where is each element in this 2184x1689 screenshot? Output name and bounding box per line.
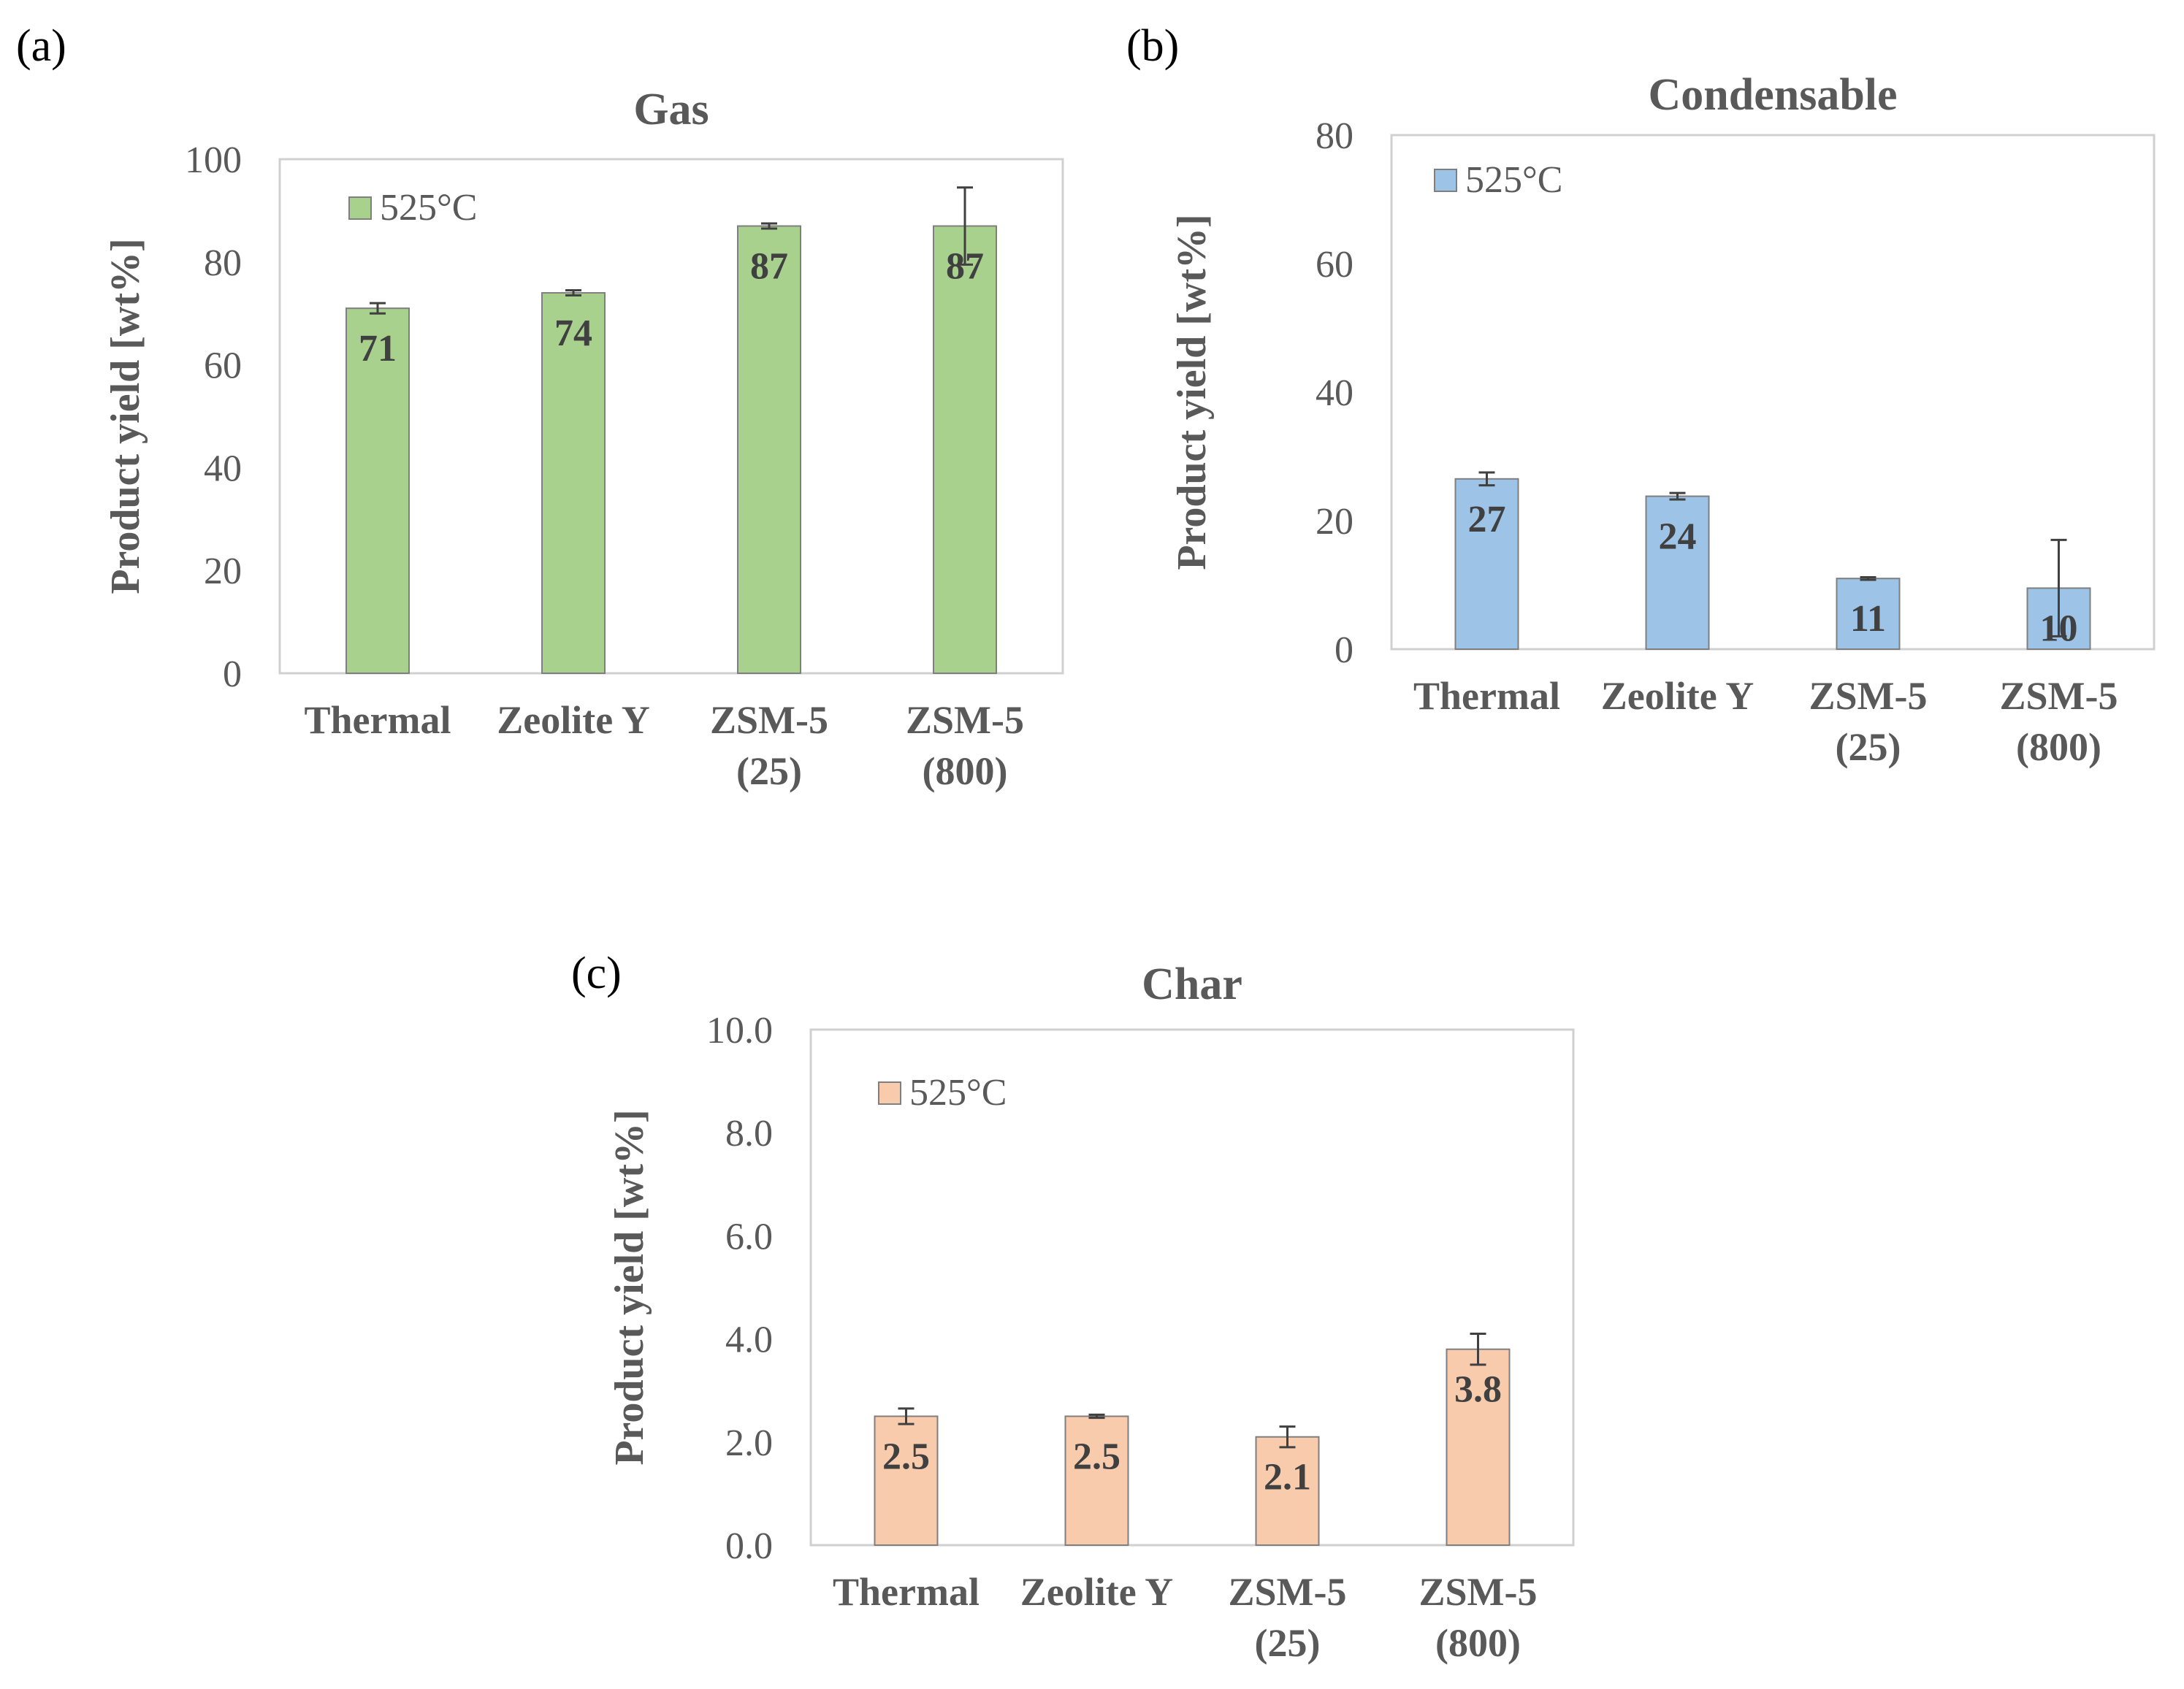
legend-label: 525°C: [380, 187, 477, 229]
x-tick-label: Zeolite Y: [1020, 1570, 1173, 1614]
panel-c: (c) Char 0.0 2.0 4.0 6.0 8.0 10.0 Product yield…: [555, 913, 1636, 1689]
y-tick-label: 60: [1316, 244, 1353, 286]
bar: [1064, 1415, 1129, 1546]
x-tick-label: Thermal: [1413, 674, 1560, 718]
data-label: 2.5: [882, 1436, 930, 1478]
x-tick-label: (25): [1255, 1621, 1321, 1665]
x-tick-label: (800): [1435, 1621, 1521, 1665]
data-label: 87: [946, 246, 984, 288]
bar: [874, 1415, 939, 1546]
y-tick-label: 20: [1316, 501, 1353, 543]
panel-letter-b: (b): [1126, 21, 1180, 71]
legend-swatch: [348, 196, 372, 220]
x-tick-label: ZSM-5: [2000, 674, 2118, 718]
bar: [1446, 1348, 1511, 1546]
data-label: 11: [1850, 598, 1886, 640]
x-tick-label: (25): [1836, 725, 1901, 769]
data-label: 3.8: [1454, 1369, 1502, 1411]
y-tick-label: 0: [1335, 629, 1353, 671]
x-tick-label: ZSM-5: [1419, 1570, 1538, 1614]
y-axis-label: Product yield [wt%]: [1169, 214, 1215, 570]
data-label: 74: [554, 313, 592, 354]
x-tick-label: (800): [2016, 725, 2101, 769]
y-tick-label: 20: [204, 551, 242, 592]
x-tick-label: ZSM-5: [710, 698, 828, 742]
y-tick-label: 80: [1316, 115, 1353, 157]
x-tick-label: (25): [736, 749, 802, 793]
data-label: 71: [359, 328, 397, 369]
panel-letter-c: (c): [571, 949, 622, 998]
legend-label: 525°C: [909, 1072, 1007, 1114]
data-label: 87: [750, 246, 788, 288]
chart-title: Condensable: [1648, 70, 1897, 120]
legend-swatch: [878, 1081, 901, 1105]
y-tick-label: 60: [204, 345, 242, 387]
y-axis-label: Product yield [wt%]: [103, 238, 148, 594]
chart-title: Gas: [633, 85, 709, 134]
x-tick-label: (800): [923, 749, 1008, 793]
bar: [345, 307, 410, 674]
data-label: 2.1: [1264, 1457, 1311, 1498]
legend-swatch: [1434, 169, 1457, 192]
gas-chart: Gas 0 20 40 60 80 100 Product yield [wt%] 71 Ther…: [103, 85, 1064, 793]
y-tick-label: 40: [1316, 372, 1353, 414]
bar: [1454, 478, 1519, 650]
char-chart: Char 0.0 2.0 4.0 6.0 8.0 10.0 Product yield [wt…: [607, 960, 1575, 1665]
x-tick-label: ZSM-5: [1809, 674, 1928, 718]
x-tick-label: Zeolite Y: [1601, 674, 1754, 718]
chart-title: Char: [1142, 960, 1242, 1009]
x-tick-label: Zeolite Y: [497, 698, 649, 742]
y-tick-label: 0: [223, 654, 242, 695]
bar: [1255, 1436, 1320, 1546]
plot-frame: [278, 158, 1064, 675]
y-tick-label: 8.0: [725, 1113, 773, 1154]
y-tick-label: 6.0: [725, 1216, 773, 1257]
data-label: 2.5: [1073, 1436, 1120, 1478]
y-tick-label: 2.0: [725, 1422, 773, 1464]
bar: [1645, 495, 1710, 650]
y-tick-label: 0.0: [725, 1525, 773, 1567]
y-tick-label: 100: [185, 139, 242, 181]
bar: [1836, 578, 1901, 651]
data-label: 24: [1659, 516, 1697, 558]
bar: [933, 225, 997, 674]
data-label: 10: [2040, 608, 2078, 649]
y-tick-label: 10.0: [706, 1010, 773, 1052]
legend-label: 525°C: [1465, 159, 1562, 201]
plot-frame: [809, 1028, 1575, 1547]
bar: [541, 292, 606, 675]
y-tick-label: 80: [204, 242, 242, 284]
x-tick-label: Thermal: [305, 698, 451, 742]
data-label: 27: [1468, 499, 1506, 540]
condensable-chart: Condensable 0 20 40 60 80 Product yield [wt%] 2…: [1169, 70, 2156, 769]
panel-a: (a) Gas 0 20 40 60 80 100 Product yield [wt%] 71…: [0, 0, 1110, 840]
y-tick-label: 4.0: [725, 1320, 773, 1361]
y-axis-label: Product yield [wt%]: [607, 1109, 652, 1465]
bar: [737, 225, 801, 674]
x-tick-label: ZSM-5: [906, 698, 1024, 742]
panel-b: (b) Condensable 0 20 40 60 80 Product yield [w…: [1110, 0, 2184, 840]
panel-letter-a: (a): [16, 21, 66, 71]
y-tick-label: 40: [204, 448, 242, 489]
x-tick-label: ZSM-5: [1229, 1570, 1347, 1614]
plot-frame: [1390, 134, 2156, 651]
x-tick-label: Thermal: [833, 1570, 980, 1614]
